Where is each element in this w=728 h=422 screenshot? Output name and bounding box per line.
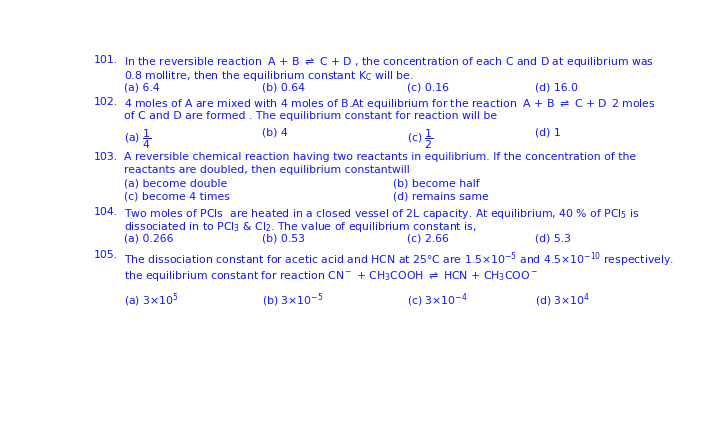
Text: (d) 16.0: (d) 16.0 xyxy=(535,82,578,92)
Text: (d) remains same: (d) remains same xyxy=(393,192,489,202)
Text: (a) 0.266: (a) 0.266 xyxy=(124,234,173,244)
Text: (a) 3$\times$10$^5$: (a) 3$\times$10$^5$ xyxy=(124,291,178,309)
Text: The dissociation constant for acetic acid and HCN at 25$\degree$C are 1.5$\times: The dissociation constant for acetic aci… xyxy=(124,250,673,269)
Text: 0.8 mollitre, then the equilibrium constant K$_\mathregular{C}$ will be.: 0.8 mollitre, then the equilibrium const… xyxy=(124,69,414,83)
Text: (b) become half: (b) become half xyxy=(393,179,480,189)
Text: of C and D are formed . The equilibrium constant for reaction will be: of C and D are formed . The equilibrium … xyxy=(124,111,496,121)
Text: (b) 0.64: (b) 0.64 xyxy=(261,82,304,92)
Text: In the reversible reaction  A + B $\rightleftharpoons$ C + D , the concentration: In the reversible reaction A + B $\right… xyxy=(124,55,654,69)
Text: (a) $\dfrac{1}{4}$: (a) $\dfrac{1}{4}$ xyxy=(124,127,151,151)
Text: 4 moles of A are mixed with 4 moles of B.At equilibrium for the reaction  A + B : 4 moles of A are mixed with 4 moles of B… xyxy=(124,97,655,111)
Text: (c) 2.66: (c) 2.66 xyxy=(407,234,449,244)
Text: (d) 5.3: (d) 5.3 xyxy=(535,234,571,244)
Text: 105.: 105. xyxy=(94,250,118,260)
Text: 102.: 102. xyxy=(94,97,118,107)
Text: (c) 3$\times$10$^{-4}$: (c) 3$\times$10$^{-4}$ xyxy=(407,291,468,309)
Text: 101.: 101. xyxy=(94,55,118,65)
Text: 104.: 104. xyxy=(94,207,118,217)
Text: (c) $\dfrac{1}{2}$: (c) $\dfrac{1}{2}$ xyxy=(407,127,434,151)
Text: (c) become 4 times: (c) become 4 times xyxy=(124,192,229,202)
Text: dissociated in to PCl$_3$ & Cl$_2$. The value of equilibrium constant is,: dissociated in to PCl$_3$ & Cl$_2$. The … xyxy=(124,220,476,235)
Text: 103.: 103. xyxy=(94,151,118,162)
Text: (c) 0.16: (c) 0.16 xyxy=(407,82,449,92)
Text: (a) 6.4: (a) 6.4 xyxy=(124,82,159,92)
Text: (d) 1: (d) 1 xyxy=(535,127,561,137)
Text: A reversible chemical reaction having two reactants in equilibrium. If the conce: A reversible chemical reaction having tw… xyxy=(124,151,636,162)
Text: (b) 3$\times$10$^{-5}$: (b) 3$\times$10$^{-5}$ xyxy=(261,291,323,309)
Text: (d) 3$\times$10$^4$: (d) 3$\times$10$^4$ xyxy=(535,291,590,309)
Text: reactants are doubled, then equilibrium constantwill: reactants are doubled, then equilibrium … xyxy=(124,165,409,175)
Text: (b) 0.53: (b) 0.53 xyxy=(261,234,304,244)
Text: the equilibrium constant for reaction CN$^-$ + CH$_3$COOH $\rightleftharpoons$ H: the equilibrium constant for reaction CN… xyxy=(124,268,537,283)
Text: (b) 4: (b) 4 xyxy=(261,127,288,137)
Text: (a) become double: (a) become double xyxy=(124,179,227,189)
Text: Two moles of PCls  are heated in a closed vessel of 2L capacity. At equilibrium,: Two moles of PCls are heated in a closed… xyxy=(124,207,639,221)
